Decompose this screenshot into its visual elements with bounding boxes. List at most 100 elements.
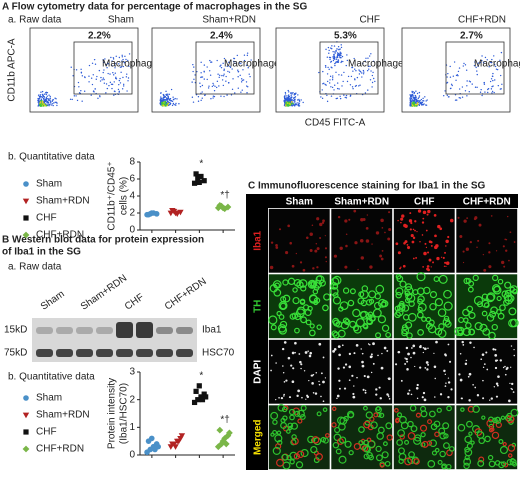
cell-signal bbox=[371, 243, 373, 245]
event-dot bbox=[98, 69, 101, 72]
cell-signal bbox=[395, 287, 404, 296]
cell-signal bbox=[445, 382, 447, 384]
event-dot bbox=[160, 96, 162, 98]
event-dot bbox=[284, 91, 287, 94]
event-dot bbox=[339, 48, 341, 50]
event-dot bbox=[102, 71, 104, 74]
event-dot bbox=[162, 95, 165, 97]
event-dot bbox=[369, 65, 371, 68]
data-point bbox=[169, 441, 176, 448]
cell-signal bbox=[474, 386, 477, 389]
cell-signal bbox=[504, 365, 506, 368]
event-dot bbox=[476, 73, 478, 76]
cell-signal bbox=[432, 261, 435, 264]
cell-signal bbox=[285, 379, 288, 382]
cell-signal bbox=[466, 217, 469, 220]
cell-signal bbox=[434, 447, 440, 453]
event-dot bbox=[169, 102, 172, 105]
cell-signal bbox=[401, 324, 408, 331]
event-dot bbox=[336, 97, 339, 100]
event-dot bbox=[73, 95, 76, 97]
event-dot bbox=[284, 97, 286, 99]
cell-signal bbox=[428, 258, 432, 262]
cell-signal bbox=[292, 287, 298, 293]
event-dot bbox=[425, 100, 427, 102]
plot-label: Sham+RDN bbox=[202, 15, 256, 26]
cell-signal bbox=[397, 447, 405, 455]
event-dot bbox=[125, 76, 128, 78]
cell-signal bbox=[495, 382, 499, 385]
event-dot bbox=[88, 75, 90, 77]
cell-signal bbox=[381, 226, 384, 229]
event-dot bbox=[283, 104, 286, 106]
y-axis-label: CD11b APC-A bbox=[7, 38, 18, 102]
event-dot bbox=[128, 65, 130, 67]
event-dot bbox=[46, 95, 48, 97]
cell-signal bbox=[270, 432, 275, 437]
event-dot bbox=[340, 52, 342, 55]
data-point bbox=[198, 173, 204, 180]
event-dot bbox=[171, 100, 174, 103]
cell-signal bbox=[375, 445, 382, 453]
event-dot bbox=[160, 99, 162, 101]
image-tile bbox=[455, 208, 518, 274]
cell-signal bbox=[509, 382, 511, 384]
cell-signal bbox=[281, 406, 288, 413]
cell-signal bbox=[414, 220, 417, 223]
event-dot bbox=[416, 102, 419, 104]
cell-signal bbox=[426, 265, 430, 268]
blot-band bbox=[116, 349, 133, 357]
cell-signal bbox=[344, 219, 348, 223]
cell-signal bbox=[477, 460, 485, 467]
cell-signal bbox=[470, 440, 475, 445]
event-dot bbox=[422, 97, 424, 100]
event-dot bbox=[47, 97, 49, 100]
cell-signal bbox=[318, 279, 326, 287]
event-dot bbox=[119, 82, 122, 84]
cell-signal bbox=[481, 310, 488, 317]
event-dot bbox=[200, 76, 203, 78]
cell-signal bbox=[417, 302, 427, 312]
event-dot bbox=[162, 98, 165, 100]
cell-signal bbox=[464, 446, 470, 453]
event-dot bbox=[38, 97, 41, 99]
data-point bbox=[216, 201, 224, 209]
cell-signal bbox=[378, 386, 381, 389]
event-dot bbox=[354, 68, 356, 70]
event-dot bbox=[361, 72, 363, 74]
cell-signal bbox=[310, 445, 318, 454]
event-dot bbox=[125, 58, 127, 61]
event-dot bbox=[327, 66, 329, 69]
event-dot bbox=[499, 88, 502, 90]
event-dot bbox=[491, 92, 493, 94]
event-dot bbox=[114, 65, 116, 67]
event-dot bbox=[208, 85, 210, 87]
cell-signal bbox=[324, 256, 327, 259]
cell-signal bbox=[297, 389, 301, 393]
cell-signal bbox=[344, 363, 348, 366]
cell-signal bbox=[278, 314, 285, 320]
event-dot bbox=[296, 104, 298, 106]
cell-signal bbox=[423, 347, 427, 351]
cell-signal bbox=[347, 412, 355, 419]
cell-signal bbox=[427, 251, 430, 254]
cell-signal bbox=[437, 459, 443, 465]
cell-signal bbox=[394, 311, 401, 319]
cell-signal bbox=[292, 367, 295, 370]
cell-signal bbox=[395, 418, 400, 424]
event-dot bbox=[331, 67, 333, 69]
legend-label: Sham+RDN bbox=[36, 410, 90, 421]
cell-signal bbox=[427, 460, 436, 468]
cell-signal bbox=[305, 236, 309, 240]
event-dot bbox=[464, 90, 467, 92]
data-point bbox=[193, 388, 199, 394]
event-dot bbox=[115, 55, 117, 57]
event-dot bbox=[362, 73, 365, 75]
event-dot bbox=[121, 88, 124, 90]
event-dot bbox=[119, 77, 121, 80]
cell-signal bbox=[300, 404, 307, 412]
cell-signal bbox=[434, 396, 436, 398]
cell-signal bbox=[465, 247, 470, 251]
y-axis-label: cells (%) bbox=[119, 177, 130, 215]
cell-signal bbox=[363, 374, 366, 378]
